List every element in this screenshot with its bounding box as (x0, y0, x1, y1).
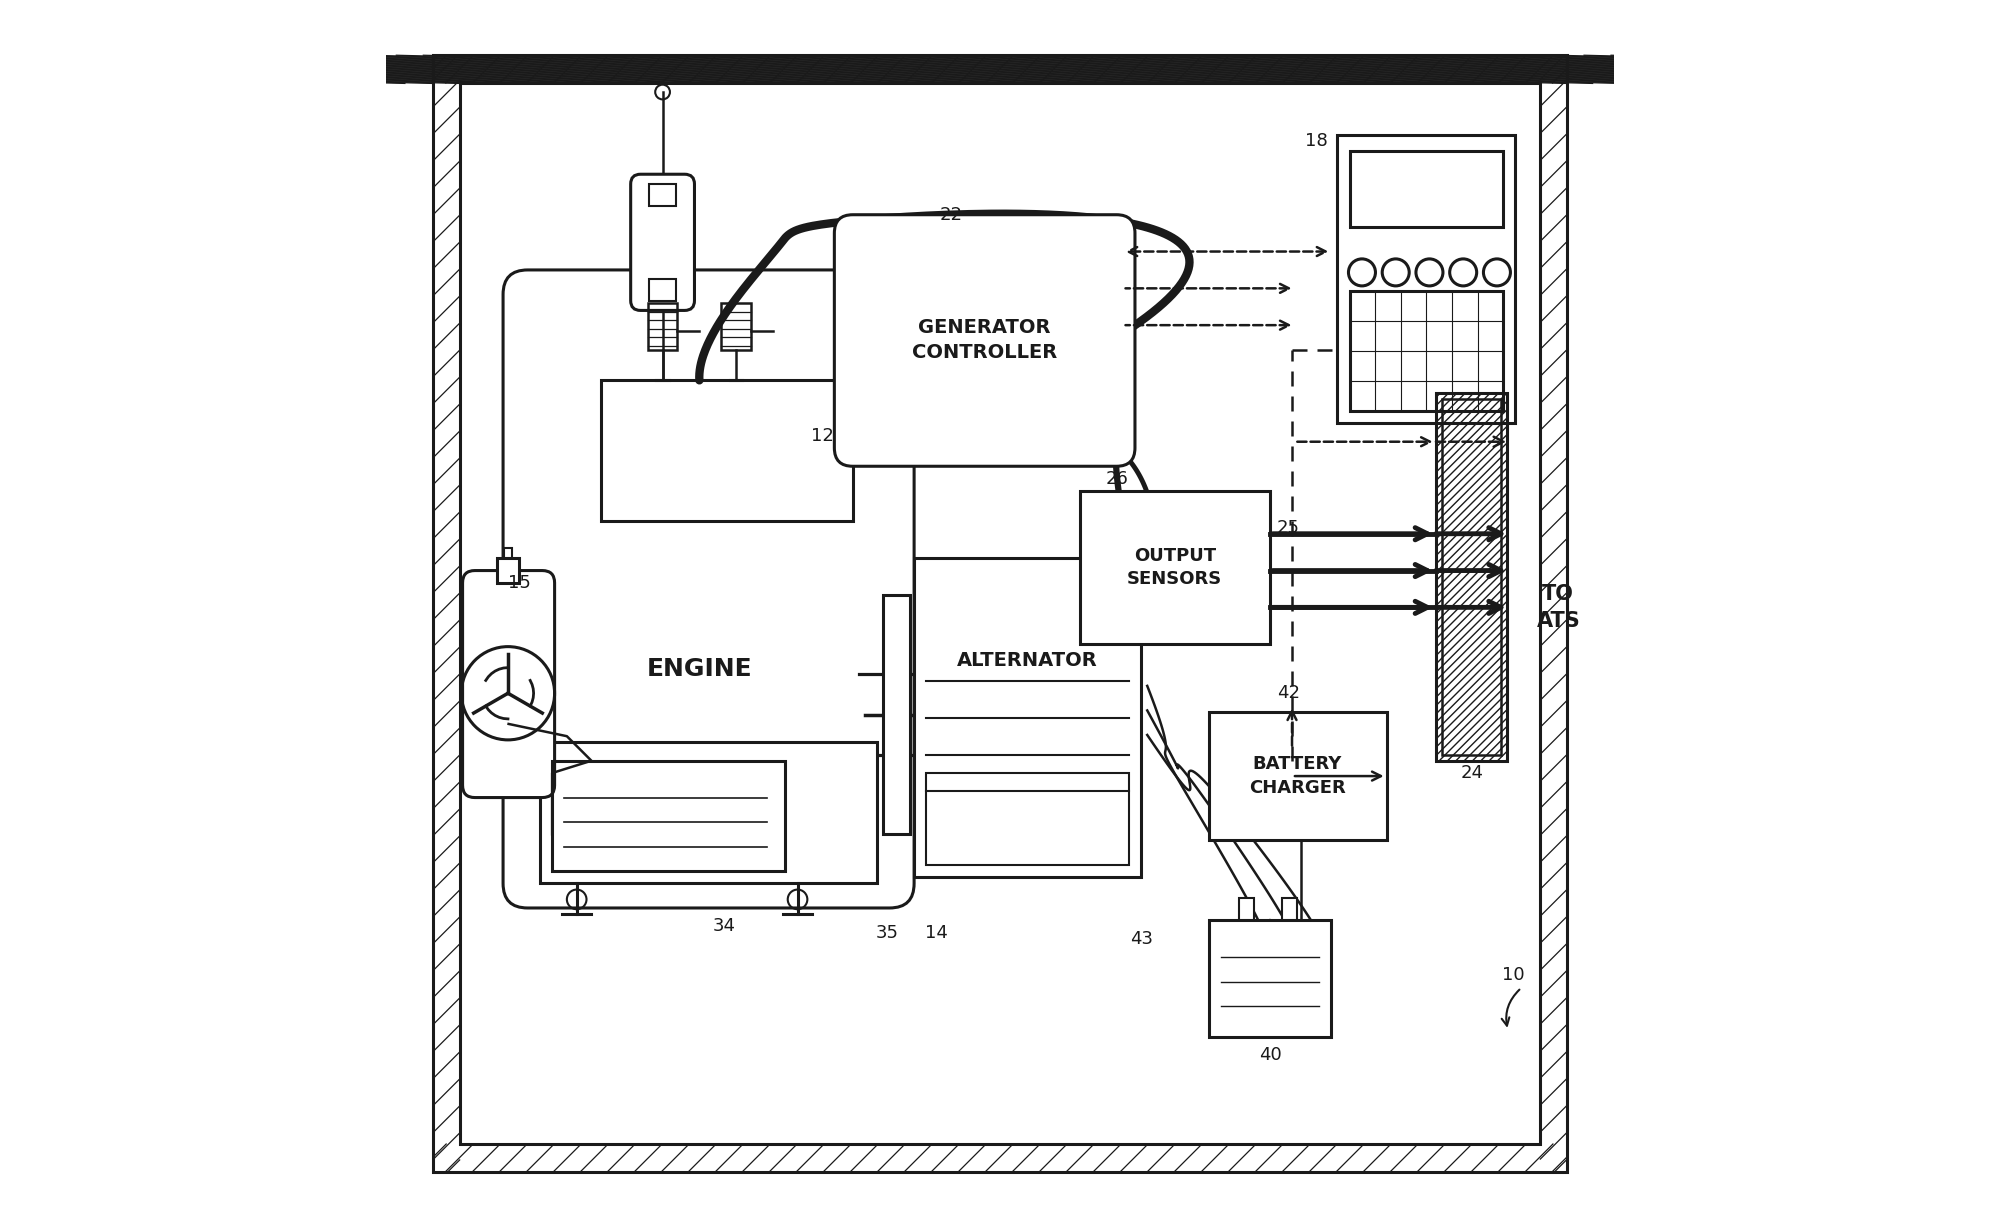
Text: BATTERY
CHARGER: BATTERY CHARGER (1250, 756, 1346, 796)
Bar (648, 303, 678, 350)
Text: 18: 18 (1306, 133, 1328, 150)
Bar (540, 742, 878, 883)
Bar (926, 773, 1128, 865)
FancyBboxPatch shape (462, 571, 554, 798)
FancyBboxPatch shape (630, 174, 694, 310)
Bar (552, 761, 786, 871)
Text: ENGINE: ENGINE (646, 656, 752, 681)
Text: 24: 24 (1460, 764, 1484, 782)
Text: TO
ATS: TO ATS (1536, 584, 1580, 631)
Bar (602, 380, 852, 521)
Bar (1338, 135, 1516, 423)
Text: 10: 10 (1502, 967, 1524, 984)
Bar (504, 548, 512, 558)
Bar (1350, 291, 1504, 411)
Bar (1442, 399, 1500, 755)
Bar (650, 184, 676, 206)
Text: ALTERNATOR: ALTERNATOR (958, 650, 1098, 670)
Text: 42: 42 (1276, 685, 1300, 702)
Text: 35: 35 (876, 924, 898, 941)
Bar (1208, 712, 1386, 840)
Text: 12: 12 (810, 427, 834, 444)
Bar (1208, 920, 1332, 1037)
Text: 26: 26 (1106, 470, 1128, 487)
Text: 14: 14 (924, 924, 948, 941)
Bar (1282, 898, 1296, 920)
Text: 15: 15 (508, 574, 530, 591)
Bar (722, 303, 750, 350)
Text: GENERATOR
CONTROLLER: GENERATOR CONTROLLER (912, 319, 1058, 362)
Bar (1350, 151, 1504, 227)
Text: 40: 40 (1258, 1047, 1282, 1064)
Text: 22: 22 (940, 206, 962, 223)
FancyBboxPatch shape (504, 270, 914, 908)
Text: 25: 25 (1276, 519, 1300, 536)
Bar (1240, 898, 1254, 920)
Bar (650, 279, 676, 301)
Bar (884, 595, 910, 834)
Bar (496, 558, 520, 583)
FancyBboxPatch shape (834, 215, 1134, 466)
Text: 34: 34 (712, 918, 736, 935)
Bar (460, 83, 1540, 1144)
Bar (1080, 491, 1270, 644)
Bar (1436, 393, 1506, 761)
Bar (914, 558, 1142, 877)
Text: OUTPUT
SENSORS: OUTPUT SENSORS (1128, 547, 1222, 588)
Text: 43: 43 (1130, 930, 1152, 947)
